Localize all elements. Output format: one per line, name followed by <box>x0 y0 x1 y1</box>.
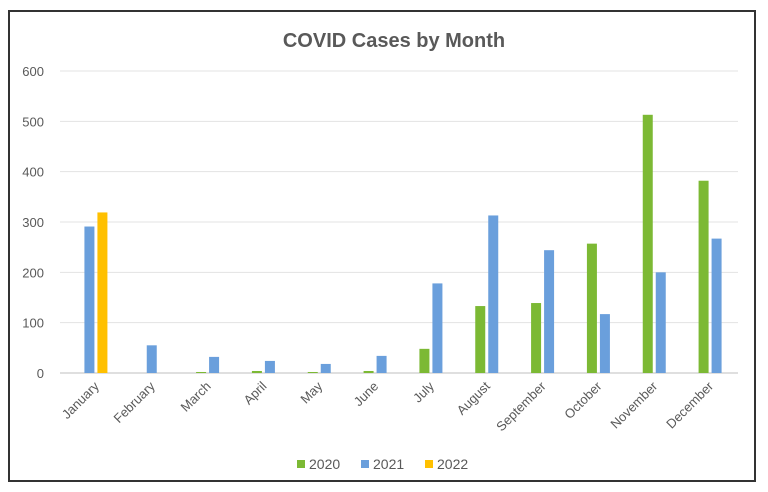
y-tick-label: 300 <box>22 215 44 230</box>
bar-2021-february <box>146 345 157 373</box>
x-tick-label: February <box>110 378 158 426</box>
x-tick-label: August <box>454 378 493 417</box>
bar-2021-august <box>488 215 499 373</box>
y-tick-label: 500 <box>22 114 44 129</box>
bar-2021-september <box>544 250 555 373</box>
legend-label-2020: 2020 <box>309 456 340 472</box>
chart-frame <box>8 10 756 482</box>
bar-2020-december <box>698 180 709 373</box>
legend-swatch-2021 <box>361 460 369 468</box>
bar-2021-april <box>264 360 275 373</box>
bar-2020-october <box>586 243 597 373</box>
bar-2021-july <box>432 283 443 373</box>
y-tick-label: 200 <box>22 265 44 280</box>
bar-2020-april <box>251 370 262 373</box>
chart-title: COVID Cases by Month <box>283 30 505 52</box>
legend-label-2022: 2022 <box>437 456 468 472</box>
bar-2021-december <box>711 238 722 373</box>
bar-2021-march <box>209 356 220 373</box>
bar-2020-september <box>531 303 542 373</box>
x-tick-label: June <box>351 379 382 410</box>
y-tick-label: 600 <box>22 64 44 79</box>
legend-swatch-2020 <box>297 460 305 468</box>
bar-2021-november <box>655 272 666 373</box>
legend-swatch-2022 <box>425 460 433 468</box>
bar-2021-may <box>320 363 331 373</box>
x-tick-label: October <box>561 378 605 422</box>
y-tick-label: 400 <box>22 165 44 180</box>
x-tick-label: November <box>607 378 660 431</box>
x-tick-label: December <box>663 378 716 431</box>
bar-2021-january <box>84 226 95 373</box>
bar-2021-october <box>599 314 610 373</box>
y-tick-label: 100 <box>22 316 44 331</box>
bar-2020-november <box>642 114 653 373</box>
bar-2020-march <box>196 371 207 373</box>
bar-2020-may <box>307 371 318 373</box>
bar-2022-january <box>97 212 108 373</box>
bar-2020-july <box>419 348 430 373</box>
x-tick-label: April <box>241 378 270 407</box>
bar-2020-june <box>363 370 374 373</box>
x-tick-label: January <box>59 378 103 422</box>
x-tick-label: July <box>410 378 437 405</box>
legend-label-2021: 2021 <box>373 456 404 472</box>
bar-2020-august <box>475 306 486 373</box>
x-tick-label: September <box>493 378 549 434</box>
x-tick-label: March <box>178 379 214 415</box>
x-tick-label: May <box>297 378 325 406</box>
y-tick-label: 0 <box>37 366 44 381</box>
bar-2021-june <box>376 355 387 373</box>
